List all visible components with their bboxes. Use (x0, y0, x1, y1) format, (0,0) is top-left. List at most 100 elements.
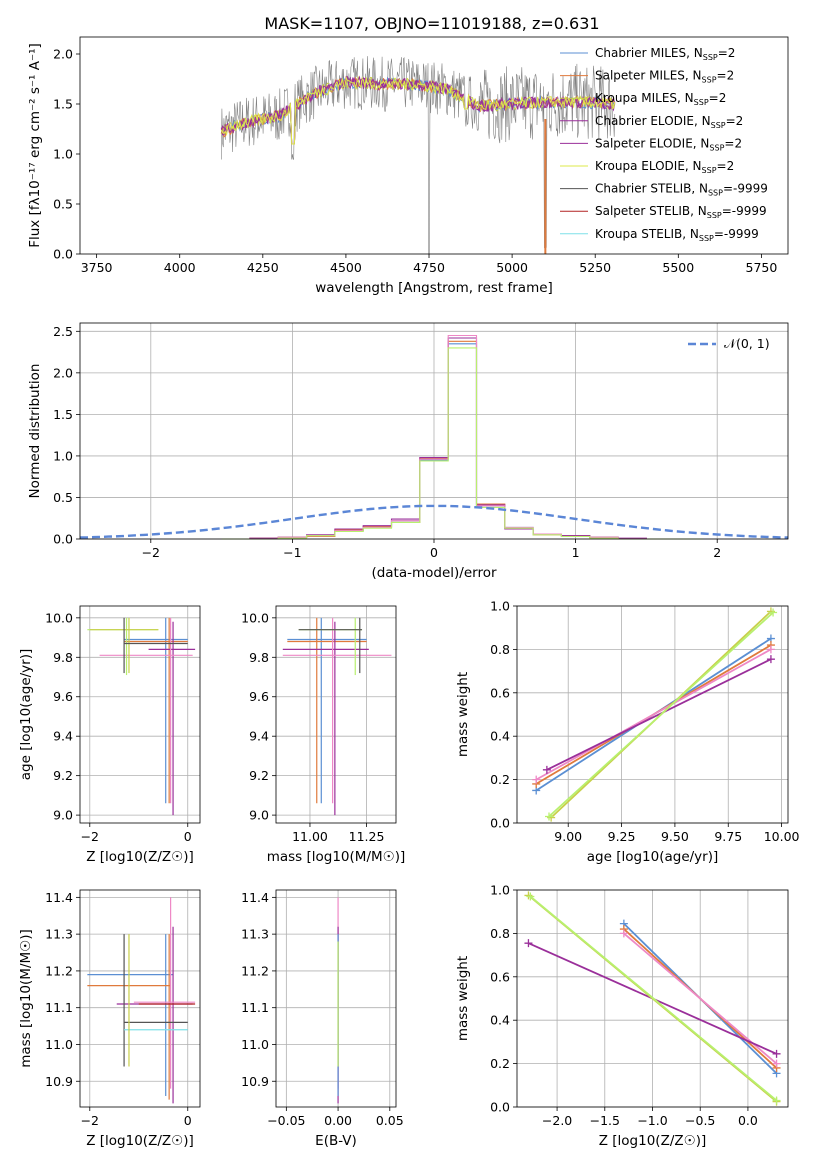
y-tick-label: 1.0 (490, 883, 510, 898)
plus-marker (542, 765, 551, 774)
y-tick-label: 2.5 (53, 324, 73, 339)
y-tick-label: 0.0 (490, 1100, 510, 1115)
x-tick-label: 11.25 (349, 829, 385, 844)
x-axis-label: wavelength [Angstrom, rest frame] (315, 280, 553, 296)
y-tick-label: 11.4 (241, 890, 269, 905)
weight-vs-age-panel: 9.00 9.25 9.50 9.75 10.00 0.0 0.2 0.4 0.6 0.8 1.0 a… (455, 599, 800, 866)
legend-entry-subscript: SSP (707, 211, 722, 220)
y-tick-label: 9.6 (249, 689, 269, 704)
y-tick-label: 11.1 (45, 1000, 73, 1015)
plot-area (79, 334, 789, 540)
plus-marker (772, 1049, 781, 1058)
y-tick-label: 0.5 (53, 490, 73, 505)
plus-marker (766, 645, 775, 654)
plus-marker (526, 892, 535, 901)
axes-frame (79, 322, 789, 540)
y-tick-label: 2.0 (53, 47, 73, 62)
residuals-histogram-panel: −2 −1 0 1 2 0.0 0.5 1.0 1.5 2.0 2.5 (data-model)/er… (27, 322, 789, 581)
y-tick-label: 11.3 (45, 927, 73, 942)
x-axis-label: Z [log10(Z/Z☉)] (86, 1133, 194, 1149)
plot-area (220, 56, 616, 255)
x-tick-label: 10.00 (764, 829, 800, 844)
legend-entry-value: =2 (717, 69, 735, 83)
y-tick-label: 11.2 (241, 963, 269, 978)
plus-marker (769, 608, 778, 617)
y-tick-label: 1.0 (53, 448, 73, 463)
y-tick-label: 0.0 (53, 247, 73, 262)
histogram-series (221, 337, 704, 540)
x-tick-label: 1 (572, 545, 580, 560)
y-tick-label: 9.0 (53, 808, 73, 823)
model-fit-line (220, 75, 616, 145)
y-tick-label: 9.0 (249, 808, 269, 823)
mass-vs-metallicity-panel: −2 0 10.9 11.0 11.1 11.2 11.3 11.4 Z [log10(Z/Z☉… (18, 889, 201, 1149)
age-vs-metallicity-panel: −2 0 9.0 9.2 9.4 9.6 9.8 10.0 Z [log10(Z/Z☉)] age… (18, 605, 201, 865)
y-tick-label: 10.0 (45, 610, 73, 625)
legend-entry: Kroupa STELIB, NSSP=-9999 (595, 227, 759, 243)
plus-marker (524, 891, 533, 900)
x-axis-label: (data-model)/error (371, 565, 497, 581)
axes-frame (275, 605, 397, 824)
legend-entry: Salpeter ELODIE, NSSP=2 (595, 136, 742, 152)
y-axis-label: mass weight (455, 672, 471, 757)
y-tick-label: 9.2 (249, 768, 269, 783)
x-axis-label: Z [log10(Z/Z☉)] (86, 849, 194, 865)
x-tick-label: −2 (142, 545, 160, 560)
y-tick-label: 10.9 (241, 1074, 269, 1089)
y-tick-label: 10.9 (45, 1074, 73, 1089)
legend-entry: Chabrier STELIB, NSSP=-9999 (595, 182, 768, 198)
weight-line (546, 658, 772, 771)
plus-marker (619, 929, 628, 938)
x-tick-label: −0.5 (685, 1113, 715, 1128)
x-tick-label: 9.50 (661, 829, 689, 844)
y-tick-label: 9.2 (53, 768, 73, 783)
grid-lines (276, 606, 396, 823)
spectrum-panel: 3750 4000 4250 4500 4750 5000 5250 5500 5750 0.0 0… (27, 36, 789, 296)
plot-area (87, 617, 196, 816)
x-tick-label: −2 (81, 829, 99, 844)
y-tick-label: 0.5 (53, 197, 73, 212)
y-axis-label: mass [log10(M/M☉)] (18, 929, 34, 1068)
legend-entry: Chabrier ELODIE, NSSP=2 (595, 114, 743, 130)
legend-entry-value: =2 (724, 136, 742, 150)
axes-frame (79, 605, 201, 824)
histogram-series (221, 334, 704, 540)
x-tick-label: 2 (713, 545, 721, 560)
x-tick-label: 9.25 (608, 829, 636, 844)
x-tick-label: −0.05 (267, 1113, 305, 1128)
legend-entry-subscript: SSP (711, 121, 726, 130)
x-tick-label: 3750 (81, 260, 113, 275)
x-tick-label: 9.00 (554, 829, 582, 844)
x-tick-label: 5500 (662, 260, 694, 275)
plot-area (282, 617, 392, 816)
y-tick-label: 1.5 (53, 407, 73, 422)
y-tick-label: 0.2 (490, 772, 510, 787)
legend-entry: Chabrier MILES, NSSP=2 (595, 46, 735, 62)
legend: Chabrier MILES, NSSP=2 Salpeter MILES, NS… (560, 46, 768, 243)
plus-marker (772, 1059, 781, 1068)
x-tick-label: 5000 (496, 260, 528, 275)
y-axis-label: Flux [fλ10⁻¹⁷ erg cm⁻² s⁻¹ A⁻¹] (27, 43, 43, 248)
x-tick-label: −1.0 (637, 1113, 667, 1128)
plot-area (87, 897, 196, 1104)
y-tick-label: 1.0 (53, 147, 73, 162)
model-fit-line (220, 75, 616, 145)
legend-entry: Salpeter STELIB, NSSP=-9999 (595, 204, 767, 220)
y-tick-label: 0.8 (490, 642, 510, 657)
y-tick-label: 0.0 (490, 816, 510, 831)
axes-frame (516, 605, 789, 824)
y-tick-label: 11.4 (45, 890, 73, 905)
age-vs-mass-panel: 11.00 11.25 9.0 9.2 9.4 9.6 9.8 10.0 mass [log10… (241, 605, 405, 865)
legend-entry-value: =-9999 (722, 204, 767, 218)
y-tick-label: 2.0 (53, 365, 73, 380)
x-tick-label: 11.00 (292, 829, 328, 844)
plus-marker (532, 775, 541, 784)
y-axis-label: Normed distribution (27, 364, 43, 499)
weight-line (535, 648, 772, 781)
x-tick-label: 0 (184, 829, 192, 844)
weight-vs-metallicity-panel: −2.0 −1.5 −1.0 −0.5 0.0 0.0 0.2 0.4 0.6 0.8 1.0 Z [… (455, 883, 789, 1149)
figure-title: MASK=1107, OBJNO=11019188, z=0.631 (264, 14, 599, 33)
legend-entry-value: =2 (726, 114, 744, 128)
y-axis-label: mass weight (455, 956, 471, 1041)
